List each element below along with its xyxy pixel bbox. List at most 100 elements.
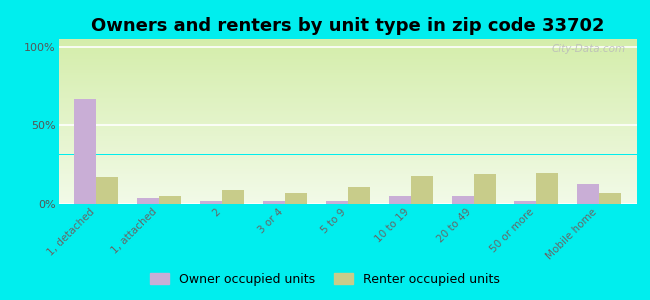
Bar (58, 172, 637, 173)
Bar (58, 187, 637, 188)
Legend: Owner occupied units, Renter occupied units: Owner occupied units, Renter occupied un… (146, 268, 504, 291)
Bar (58, 45, 637, 46)
Bar (58, 84, 637, 85)
Bar (58, 157, 637, 158)
Bar (58, 147, 637, 148)
Bar (58, 104, 637, 105)
Bar (58, 65, 637, 66)
Bar (58, 127, 637, 128)
Bar (58, 150, 637, 151)
Bar (58, 144, 637, 145)
Bar (58, 190, 637, 191)
Bar (389, 196, 411, 204)
Bar (58, 47, 637, 48)
Bar (58, 203, 637, 204)
Bar (58, 67, 637, 68)
Bar (452, 196, 473, 204)
Bar (58, 134, 637, 135)
Bar (58, 68, 637, 69)
Bar (58, 191, 637, 192)
Bar (58, 101, 637, 102)
Bar (58, 83, 637, 84)
Bar (58, 62, 637, 63)
Bar (58, 151, 637, 152)
Bar (58, 173, 637, 174)
Bar (58, 117, 637, 118)
Bar (58, 79, 637, 80)
Bar (58, 193, 637, 194)
Bar (96, 177, 118, 204)
Bar (58, 109, 637, 110)
Bar (58, 129, 637, 130)
Bar (58, 165, 637, 166)
Bar (58, 66, 637, 67)
Bar (58, 152, 637, 153)
Bar (58, 198, 637, 199)
Bar (58, 53, 637, 54)
Bar (58, 102, 637, 103)
Bar (58, 163, 637, 164)
Bar (58, 175, 637, 176)
Bar (58, 132, 637, 133)
Bar (58, 77, 637, 78)
Bar (58, 40, 637, 41)
Bar (58, 176, 637, 177)
Bar (58, 121, 637, 122)
Bar (58, 100, 637, 101)
Bar (58, 161, 637, 162)
Bar (58, 105, 637, 106)
Bar (58, 137, 637, 138)
Bar (58, 139, 637, 140)
Bar (58, 131, 637, 132)
Bar (58, 177, 637, 178)
Bar (58, 136, 637, 137)
Bar (536, 172, 558, 204)
Bar (58, 183, 637, 184)
Bar (137, 198, 159, 204)
Bar (58, 103, 637, 104)
Bar (58, 124, 637, 125)
Bar (58, 92, 637, 93)
Bar (58, 52, 637, 53)
Bar (58, 39, 637, 40)
Bar (58, 108, 637, 109)
Bar (58, 106, 637, 107)
Bar (58, 50, 637, 51)
Bar (58, 46, 637, 47)
Bar (58, 71, 637, 72)
Bar (58, 146, 637, 147)
Bar (58, 113, 637, 114)
Bar (58, 87, 637, 88)
Bar (58, 57, 637, 58)
Text: City-Data.com: City-Data.com (551, 44, 625, 54)
Bar (58, 82, 637, 83)
Bar (58, 138, 637, 139)
Bar (58, 195, 637, 196)
Bar (58, 112, 637, 113)
Bar (348, 187, 370, 204)
Bar (58, 197, 637, 198)
Bar (58, 122, 637, 123)
Bar (58, 166, 637, 167)
Bar (58, 70, 637, 71)
Bar (58, 194, 637, 195)
Bar (58, 97, 637, 98)
Bar (58, 64, 637, 65)
Bar (58, 94, 637, 95)
Bar (58, 93, 637, 94)
Bar (58, 90, 637, 91)
Bar (58, 155, 637, 156)
Bar (58, 156, 637, 157)
Bar (58, 140, 637, 141)
Bar (58, 44, 637, 45)
Bar (58, 174, 637, 175)
Bar (58, 55, 637, 56)
Bar (74, 99, 96, 204)
Bar (58, 76, 637, 77)
Bar (58, 126, 637, 127)
Bar (58, 49, 637, 50)
Bar (58, 142, 637, 143)
Bar (58, 202, 637, 203)
Bar (58, 88, 637, 89)
Bar (473, 174, 495, 204)
